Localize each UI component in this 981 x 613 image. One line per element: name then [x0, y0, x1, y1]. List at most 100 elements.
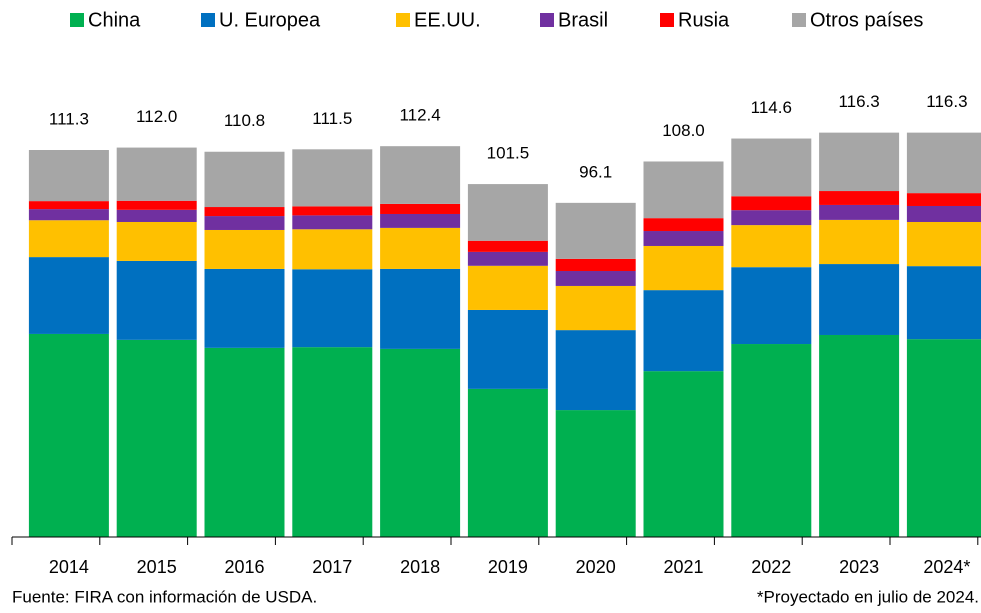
bar-segment [292, 269, 373, 348]
bar-segment [731, 225, 812, 268]
bar-segment [204, 207, 285, 217]
bar-segment [292, 149, 373, 207]
legend-swatch [540, 13, 554, 27]
bar-segment [380, 146, 461, 204]
bar-segment [643, 371, 724, 537]
bar-segment [467, 240, 548, 252]
bar-segment [380, 227, 461, 269]
bar-segment [906, 205, 981, 222]
bar-segment [819, 219, 900, 265]
x-tick-label: 2023 [839, 557, 879, 577]
bar-segment [906, 221, 981, 267]
bar-segment [731, 210, 812, 226]
legend-label: EE.UU. [414, 9, 481, 31]
bar-segment [380, 203, 461, 214]
bar-segment [116, 260, 197, 340]
bar-segment [28, 220, 109, 258]
bar-segment [28, 257, 109, 334]
bar-segment [555, 258, 636, 272]
bar-segment [555, 271, 636, 286]
bar-segment [906, 193, 981, 206]
total-label: 108.0 [662, 121, 705, 140]
bar-segment [906, 339, 981, 537]
x-tick-label: 2016 [224, 557, 264, 577]
bar-segment [28, 150, 109, 202]
legend-label: U. Europea [219, 9, 321, 31]
total-label: 111.3 [49, 109, 89, 128]
bar-segment [906, 266, 981, 340]
bar-segment [555, 202, 636, 259]
bar-segment [204, 216, 285, 230]
bar-segment [204, 151, 285, 208]
legend-swatch [660, 13, 674, 27]
bar-segment [731, 344, 812, 537]
total-label: 116.3 [926, 92, 967, 111]
bar-segment [555, 410, 636, 537]
legend-swatch [792, 13, 806, 27]
bar-segment [819, 191, 900, 205]
bar-segment [643, 218, 724, 232]
legend-label: China [88, 9, 141, 31]
bar-segment [380, 268, 461, 349]
legend-swatch [201, 13, 215, 27]
bar-segment [292, 347, 373, 537]
bar-segment [643, 245, 724, 291]
legend-label: Brasil [558, 9, 608, 31]
x-tick-label: 2017 [312, 557, 352, 577]
total-label: 110.8 [224, 111, 265, 130]
bar-segment [906, 132, 981, 194]
x-tick-label: 2021 [663, 557, 703, 577]
bar-segment [555, 285, 636, 331]
bar-segment [292, 229, 373, 270]
bar-segment [116, 200, 197, 210]
bar-segment [380, 213, 461, 228]
bar-segment [28, 209, 109, 221]
bar-segment [116, 339, 197, 537]
x-tick-label: 2019 [488, 557, 528, 577]
legend-label: Rusia [678, 9, 730, 31]
bar-segment [204, 229, 285, 269]
bar-segment [555, 330, 636, 411]
bar-segment [467, 388, 548, 537]
total-label: 101.5 [487, 144, 530, 163]
bar-segment [116, 221, 197, 261]
legend-swatch [396, 13, 410, 27]
bar-segment [819, 132, 900, 192]
bar-segment [204, 347, 285, 537]
x-tick-label: 2018 [400, 557, 440, 577]
bar-segment [116, 209, 197, 222]
bar-segment [731, 196, 812, 211]
x-tick-label: 2024* [923, 557, 970, 577]
bar-segment [292, 206, 373, 216]
projection-note: *Proyectado en julio de 2024. [757, 587, 979, 606]
legend-swatch [70, 13, 84, 27]
x-tick-label: 2022 [751, 557, 791, 577]
bar-segment [28, 333, 109, 537]
bar-segment [467, 184, 548, 241]
bar-segment [467, 265, 548, 310]
bar-segment [28, 201, 109, 210]
total-label: 112.0 [136, 107, 177, 126]
bar-segment [204, 268, 285, 348]
x-tick-label: 2015 [137, 557, 177, 577]
bar-segment [467, 309, 548, 389]
total-label: 112.4 [399, 106, 440, 125]
x-tick-label: 2020 [576, 557, 616, 577]
bar-segment [643, 231, 724, 246]
bar-segment [819, 334, 900, 537]
bar-segment [731, 267, 812, 345]
legend-label: Otros países [810, 9, 923, 31]
bar-segment [292, 215, 373, 230]
total-label: 96.1 [579, 162, 612, 181]
total-label: 114.6 [751, 98, 792, 117]
total-label: 111.5 [312, 109, 352, 128]
bar-segment [116, 147, 197, 201]
bar-segment [819, 264, 900, 335]
bar-segment [819, 204, 900, 220]
bar-segment [643, 161, 724, 219]
bar-segment [643, 290, 724, 372]
bar-segment [467, 251, 548, 266]
bar-segment [731, 138, 812, 197]
total-label: 116.3 [838, 92, 879, 111]
